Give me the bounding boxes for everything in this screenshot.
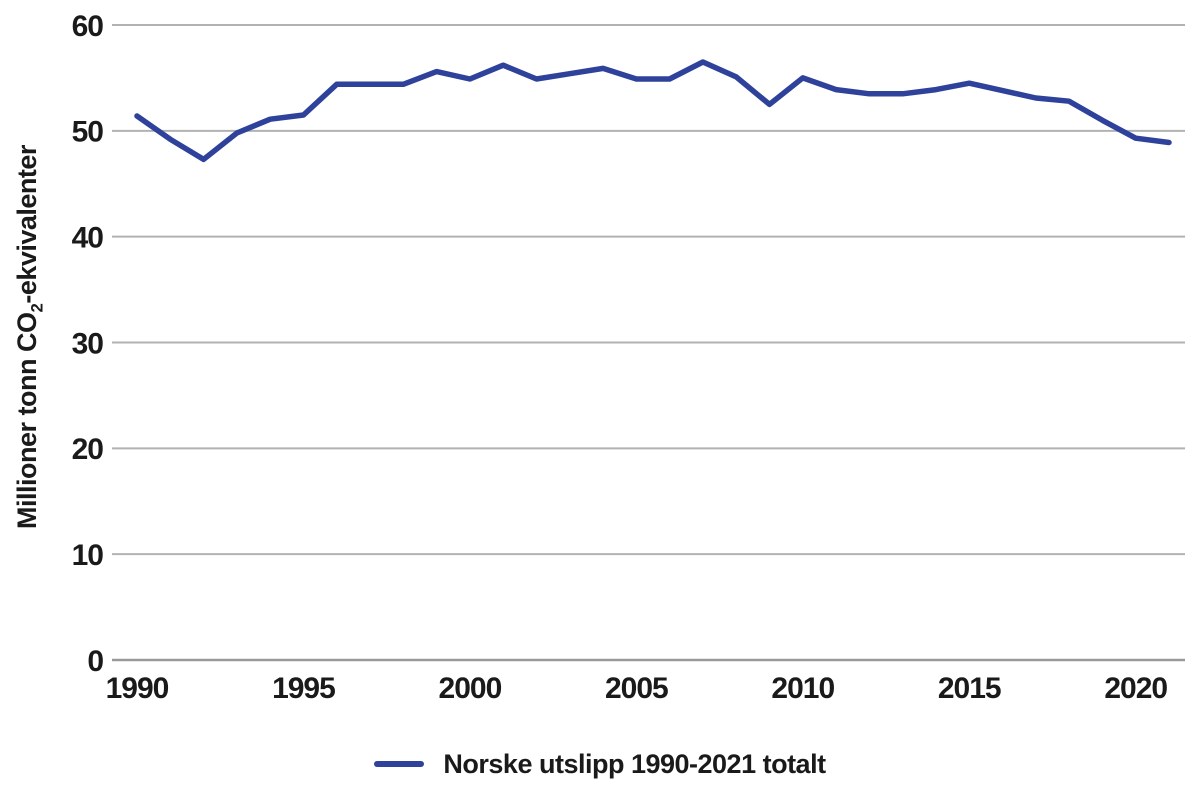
- x-tick-label: 1995: [272, 672, 335, 705]
- y-tick-label: 40: [72, 221, 104, 254]
- legend-line-swatch: [374, 761, 425, 767]
- x-tick-label: 2020: [1104, 672, 1167, 705]
- y-axis-title-suffix: -ekvivalenter: [12, 145, 42, 304]
- legend-label: Norske utslipp 1990-2021 totalt: [443, 748, 826, 779]
- y-axis-title-subscript: 2: [27, 303, 47, 313]
- y-tick-label: 30: [72, 327, 104, 360]
- y-tick-label: 60: [72, 10, 104, 43]
- x-tick-label: 1990: [106, 672, 169, 705]
- x-tick-label: 2005: [605, 672, 668, 705]
- x-tick-label: 2000: [439, 672, 502, 705]
- x-tick-label: 2015: [938, 672, 1001, 705]
- y-tick-label: 0: [87, 645, 103, 678]
- plot-area: 0 10 20 30 40 50 60 1990 1995 2000 2005 2010 2015 202…: [72, 10, 1185, 705]
- y-axis-title: Millioner tonn CO2-ekvivalenter: [10, 87, 47, 587]
- legend: Norske utslipp 1990-2021 totalt: [0, 744, 1200, 784]
- y-tick-label: 50: [72, 116, 104, 149]
- y-tick-label: 10: [72, 539, 104, 572]
- x-tick-label: 2010: [771, 672, 834, 705]
- y-tick-label: 20: [72, 433, 104, 466]
- y-axis-title-prefix: Millioner tonn CO: [12, 312, 42, 529]
- emissions-line: [134, 59, 1172, 163]
